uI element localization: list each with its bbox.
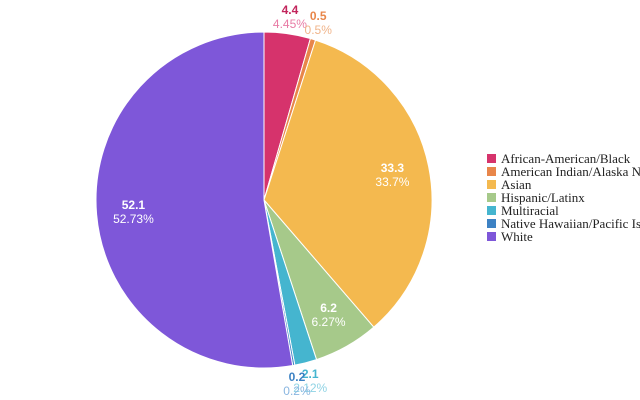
legend-item-native-hawaiian-pacific-islander[interactable]: Native Hawaiian/Pacific Islander: [487, 217, 640, 230]
legend-label: Hispanic/Latinx: [501, 190, 585, 205]
value-label-native-hawaiian-pacific-islander: 0.2: [289, 370, 306, 384]
percent-label-multiracial: 2.12%: [293, 381, 327, 395]
legend-item-white[interactable]: White: [487, 230, 640, 243]
percent-label-white: 52.73%: [113, 212, 154, 226]
legend-label: African-American/Black: [501, 152, 631, 166]
value-label-hispanic-latinx: 6.2: [320, 301, 337, 315]
legend-swatch: [487, 193, 496, 202]
legend-item-multiracial[interactable]: Multiracial: [487, 204, 640, 217]
legend-swatch: [487, 232, 496, 241]
legend-swatch: [487, 219, 496, 228]
legend-swatch: [487, 180, 496, 189]
value-label-multiracial: 2.1: [302, 367, 319, 381]
legend-item-american-indian-alaska-native[interactable]: American Indian/Alaska Native: [487, 165, 640, 178]
legend-swatch: [487, 206, 496, 215]
legend-label: Multiracial: [501, 203, 559, 218]
legend-label: White: [501, 229, 533, 243]
value-label-white: 52.1: [122, 198, 146, 212]
legend-item-hispanic-latinx[interactable]: Hispanic/Latinx: [487, 191, 640, 204]
legend-label: American Indian/Alaska Native: [501, 164, 640, 179]
percent-label-hispanic-latinx: 6.27%: [312, 315, 346, 329]
percent-label-asian: 33.7%: [375, 175, 409, 189]
percent-label-american-indian-alaska-native: 0.5%: [305, 23, 333, 37]
legend: African-American/Black American Indian/Al…: [487, 152, 640, 243]
percent-label-native-hawaiian-pacific-islander: 0.2%: [283, 384, 311, 398]
percent-label-african-american-black: 4.45%: [273, 17, 307, 31]
value-label-asian: 33.3: [381, 161, 405, 175]
legend-swatch: [487, 154, 496, 163]
legend-label: Native Hawaiian/Pacific Islander: [501, 216, 640, 231]
legend-item-african-american-black[interactable]: African-American/Black: [487, 152, 640, 165]
legend-label: Asian: [501, 177, 532, 192]
pie-slice-asian[interactable]: [263, 39, 433, 328]
value-label-american-indian-alaska-native: 0.5: [310, 9, 327, 23]
value-label-african-american-black: 4.4: [282, 3, 299, 17]
legend-swatch: [487, 167, 496, 176]
pie-slice-white[interactable]: [95, 31, 294, 369]
legend-item-asian[interactable]: Asian: [487, 178, 640, 191]
